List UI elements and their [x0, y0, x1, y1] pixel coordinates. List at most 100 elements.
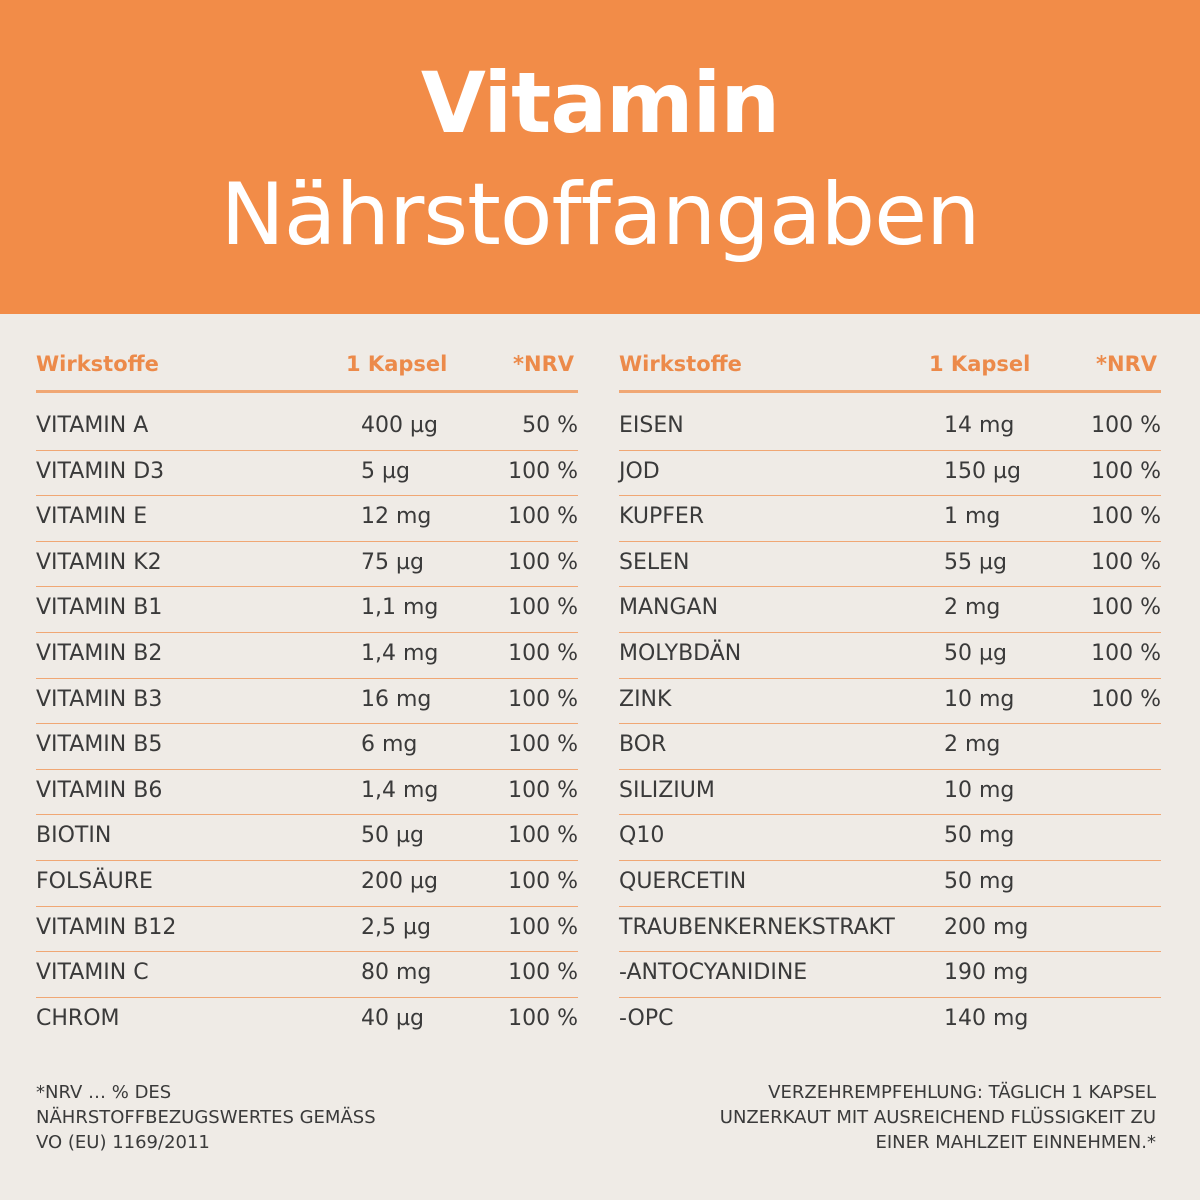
- nutrient-name: MANGAN: [619, 595, 719, 621]
- nrv-footnote: *NRV … % DES NÄHRSTOFFBEZUGSWERTES GEMÄS…: [36, 1080, 556, 1155]
- nutrient-amount: 140 mg: [944, 1005, 1029, 1031]
- nutrient-amount: 75 µg: [361, 549, 424, 575]
- nutrient-name: BIOTIN: [36, 823, 112, 849]
- table-row: CHROM 40 µg 100 %: [36, 998, 578, 1044]
- table-row: VITAMIN B6 1,4 mg 100 %: [36, 770, 578, 816]
- nutrient-amount: 40 µg: [361, 1005, 424, 1031]
- nutrient-amount: 50 µg: [361, 823, 424, 849]
- nutrient-amount: 190 mg: [944, 960, 1029, 986]
- nutrient-name: VITAMIN B12: [36, 914, 177, 940]
- nutrient-amount: 14 mg: [944, 413, 1015, 438]
- nutrient-table-right: Wirkstoffe 1 Kapsel *NRV EISEN 14 mg 100 %…: [619, 350, 1161, 1043]
- table-row: SILIZIUM 10 mg: [619, 770, 1161, 816]
- nutrient-amount: 10 mg: [944, 777, 1015, 803]
- nutrient-nrv: 100 %: [508, 1005, 578, 1031]
- column-header-amount: 1 Kapsel: [346, 352, 448, 376]
- nutrient-name: VITAMIN K2: [36, 549, 162, 575]
- table-row: VITAMIN B2 1,4 mg 100 %: [36, 633, 578, 679]
- nutrient-nrv: 100 %: [508, 686, 578, 712]
- table-row: MOLYBDÄN 50 µg 100 %: [619, 633, 1161, 679]
- nutrient-nrv: 100 %: [508, 823, 578, 849]
- column-header-nrv: *NRV: [513, 352, 574, 376]
- column-header-nrv: *NRV: [1096, 352, 1157, 376]
- page-subtitle: Nährstoffangaben: [220, 165, 980, 265]
- nutrient-amount: 1 mg: [944, 504, 1001, 530]
- nutrient-nrv: 100 %: [508, 914, 578, 940]
- nutrient-name: VITAMIN D3: [36, 458, 165, 484]
- page-title: Vitamin: [420, 54, 780, 152]
- table-row: -OPC 140 mg: [619, 998, 1161, 1044]
- nutrient-nrv: 100 %: [1091, 549, 1161, 575]
- table-row: TRAUBENKERNEKSTRAKT 200 mg: [619, 907, 1161, 953]
- table-row: FOLSÄURE 200 µg 100 %: [36, 861, 578, 907]
- nutrient-name: VITAMIN B3: [36, 686, 163, 712]
- table-row: KUPFER 1 mg 100 %: [619, 496, 1161, 542]
- recommendation-line: EINER MAHLZEIT EINNEHMEN.*: [875, 1132, 1157, 1153]
- table-row: VITAMIN C 80 mg 100 %: [36, 952, 578, 998]
- nutrient-nrv: 100 %: [1091, 504, 1161, 530]
- table-row: EISEN 14 mg 100 %: [619, 405, 1161, 451]
- nutrient-amount: 1,4 mg: [361, 777, 439, 803]
- nutrient-amount: 5 µg: [361, 458, 410, 484]
- nutrient-name: VITAMIN B5: [36, 732, 163, 758]
- nutrient-name: KUPFER: [619, 504, 705, 530]
- nutrient-name: SILIZIUM: [619, 777, 715, 803]
- nutrient-amount: 6 mg: [361, 732, 418, 758]
- nutrient-name: VITAMIN A: [36, 413, 149, 438]
- nutrient-name: QUERCETIN: [619, 868, 747, 894]
- table-row: VITAMIN A 400 µg 50 %: [36, 405, 578, 451]
- nutrient-nrv: 100 %: [1091, 458, 1161, 484]
- nutrient-name: FOLSÄURE: [36, 868, 153, 894]
- nutrient-amount: 2 mg: [944, 595, 1001, 621]
- nutrient-nrv: 100 %: [508, 732, 578, 758]
- dosage-recommendation: VERZEHREMPFEHLUNG: TÄGLICH 1 KAPSEL UNZE…: [636, 1080, 1156, 1155]
- table-row: VITAMIN D3 5 µg 100 %: [36, 451, 578, 497]
- table-row: BOR 2 mg: [619, 724, 1161, 770]
- nutrient-name: MOLYBDÄN: [619, 640, 742, 666]
- nutrient-amount: 55 µg: [944, 549, 1007, 575]
- nutrient-nrv: 100 %: [508, 640, 578, 666]
- nutrient-nrv: 100 %: [508, 777, 578, 803]
- table-row: -ANTOCYANIDINE 190 mg: [619, 952, 1161, 998]
- table-row: VITAMIN B5 6 mg 100 %: [36, 724, 578, 770]
- nutrient-nrv: 100 %: [1091, 413, 1161, 438]
- nutrient-name: ZINK: [619, 686, 672, 712]
- nutrient-nrv: 100 %: [508, 595, 578, 621]
- table-row: VITAMIN E 12 mg 100 %: [36, 496, 578, 542]
- nutrient-name: EISEN: [619, 413, 684, 438]
- table-row: VITAMIN B12 2,5 µg 100 %: [36, 907, 578, 953]
- nutrient-name: -OPC: [619, 1005, 674, 1031]
- nutrient-nrv: 100 %: [508, 504, 578, 530]
- nutrient-name: TRAUBENKERNEKSTRAKT: [619, 914, 895, 940]
- nutrient-amount: 400 µg: [361, 413, 438, 438]
- nutrient-amount: 50 mg: [944, 823, 1015, 849]
- nutrient-amount: 16 mg: [361, 686, 432, 712]
- nutrient-amount: 50 mg: [944, 868, 1015, 894]
- nutrient-amount: 2 mg: [944, 732, 1001, 758]
- nutrient-name: Q10: [619, 823, 665, 849]
- table-row: Q10 50 mg: [619, 815, 1161, 861]
- nutrient-amount: 1,1 mg: [361, 595, 439, 621]
- nutrient-amount: 10 mg: [944, 686, 1015, 712]
- nutrient-nrv: 100 %: [508, 868, 578, 894]
- nutrient-nrv: 50 %: [522, 413, 578, 438]
- table-row: VITAMIN B1 1,1 mg 100 %: [36, 587, 578, 633]
- column-header-name: Wirkstoffe: [36, 352, 159, 376]
- table-row: VITAMIN B3 16 mg 100 %: [36, 679, 578, 725]
- nutrient-nrv: 100 %: [508, 960, 578, 986]
- nutrient-name: VITAMIN C: [36, 960, 149, 986]
- nutrient-nrv: 100 %: [508, 549, 578, 575]
- table-header: Wirkstoffe 1 Kapsel *NRV: [36, 350, 578, 393]
- nutrient-nrv: 100 %: [1091, 640, 1161, 666]
- recommendation-line: UNZERKAUT MIT AUSREICHEND FLÜSSIGKEIT ZU: [719, 1107, 1156, 1128]
- nutrient-amount: 2,5 µg: [361, 914, 431, 940]
- header-banner: Vitamin Nährstoffangaben: [0, 0, 1200, 314]
- table-row: QUERCETIN 50 mg: [619, 861, 1161, 907]
- recommendation-line: VERZEHREMPFEHLUNG: TÄGLICH 1 KAPSEL: [768, 1082, 1156, 1103]
- table-header: Wirkstoffe 1 Kapsel *NRV: [619, 350, 1161, 393]
- table-row: VITAMIN K2 75 µg 100 %: [36, 542, 578, 588]
- nutrient-amount: 12 mg: [361, 504, 432, 530]
- nutrient-amount: 200 mg: [944, 914, 1029, 940]
- nutrient-name: BOR: [619, 732, 667, 758]
- nutrient-amount: 150 µg: [944, 458, 1021, 484]
